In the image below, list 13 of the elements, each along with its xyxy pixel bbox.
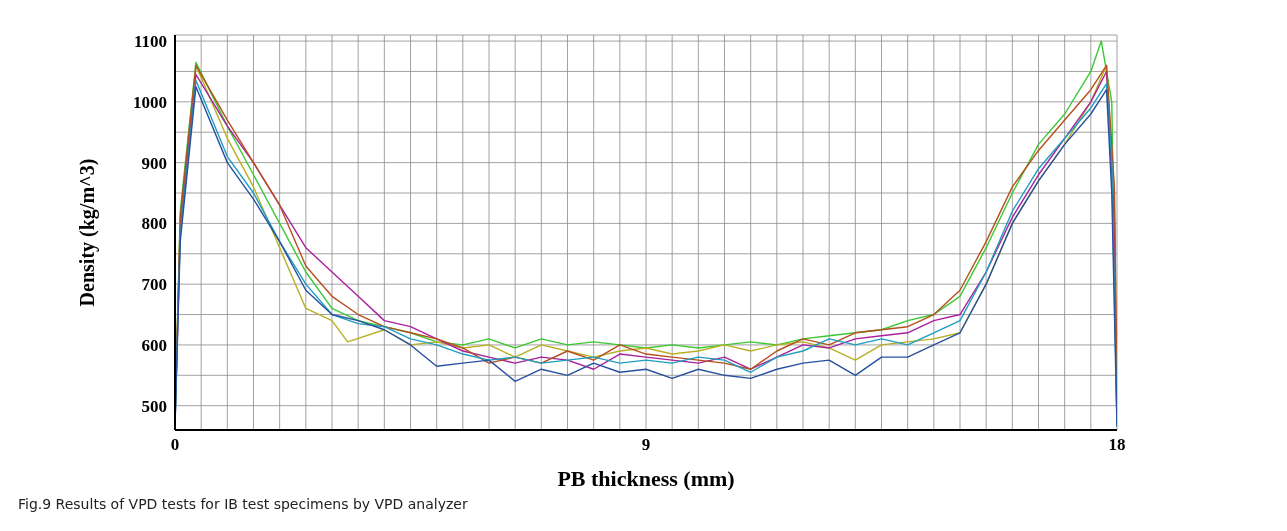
y-tick-label: 1100 (133, 32, 167, 52)
y-tick-label: 600 (141, 335, 167, 355)
y-tick-label: 500 (141, 396, 167, 416)
y-tick-label: 1000 (133, 92, 167, 112)
y-tick-label: 900 (141, 153, 167, 173)
y-tick-label: 800 (141, 214, 167, 234)
x-tick-label: 18 (1108, 435, 1126, 455)
caption: Fig.9 Results of VPD tests for IB test specimens by VPD analyzer (18, 496, 469, 512)
y-tick-label: 700 (141, 275, 167, 295)
y-axis-title: Density (kg/m^3) (76, 158, 100, 307)
x-tick-label: 9 (641, 435, 651, 455)
x-axis-title: PB thickness (mm) (557, 466, 735, 491)
x-tick-label: 0 (170, 435, 180, 455)
